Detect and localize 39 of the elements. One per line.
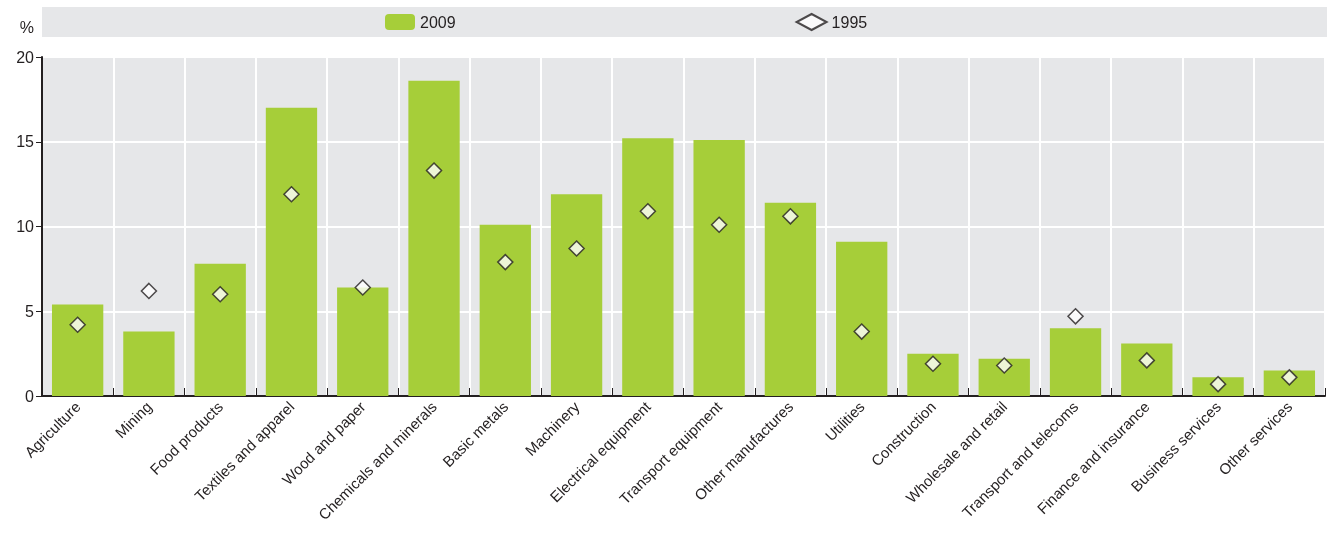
point [283, 186, 300, 203]
y-tick-label: 5 [25, 302, 35, 320]
bar [1049, 328, 1102, 396]
bar [51, 304, 104, 396]
bar [550, 194, 603, 396]
point [69, 316, 86, 334]
point [1067, 308, 1084, 325]
point [924, 355, 942, 373]
point [354, 279, 371, 296]
bar [337, 287, 389, 396]
point [639, 202, 657, 220]
bar [978, 358, 1030, 396]
bar [907, 353, 959, 396]
bar [194, 263, 246, 396]
point [568, 240, 585, 257]
point [497, 253, 514, 271]
point [996, 357, 1013, 374]
bar [408, 80, 460, 396]
y-tick-label: 10 [16, 218, 35, 235]
y-axis-title: % [19, 18, 34, 36]
bar [265, 107, 318, 396]
point [782, 208, 799, 225]
y-tick-label: 0 [25, 387, 35, 405]
bar [693, 140, 745, 396]
point [710, 216, 728, 234]
point [853, 323, 870, 340]
legend-label: 2009 [420, 13, 456, 31]
bar [622, 138, 674, 396]
point [211, 286, 229, 303]
point [140, 282, 158, 300]
point [425, 162, 443, 179]
bar [1121, 343, 1173, 396]
bar [764, 202, 817, 396]
bar [123, 331, 175, 396]
legend-label: 1995 [831, 13, 868, 31]
y-tick-label: 15 [16, 133, 35, 151]
bar [479, 224, 531, 396]
bar [836, 241, 888, 396]
y-tick-label: 20 [16, 48, 35, 66]
